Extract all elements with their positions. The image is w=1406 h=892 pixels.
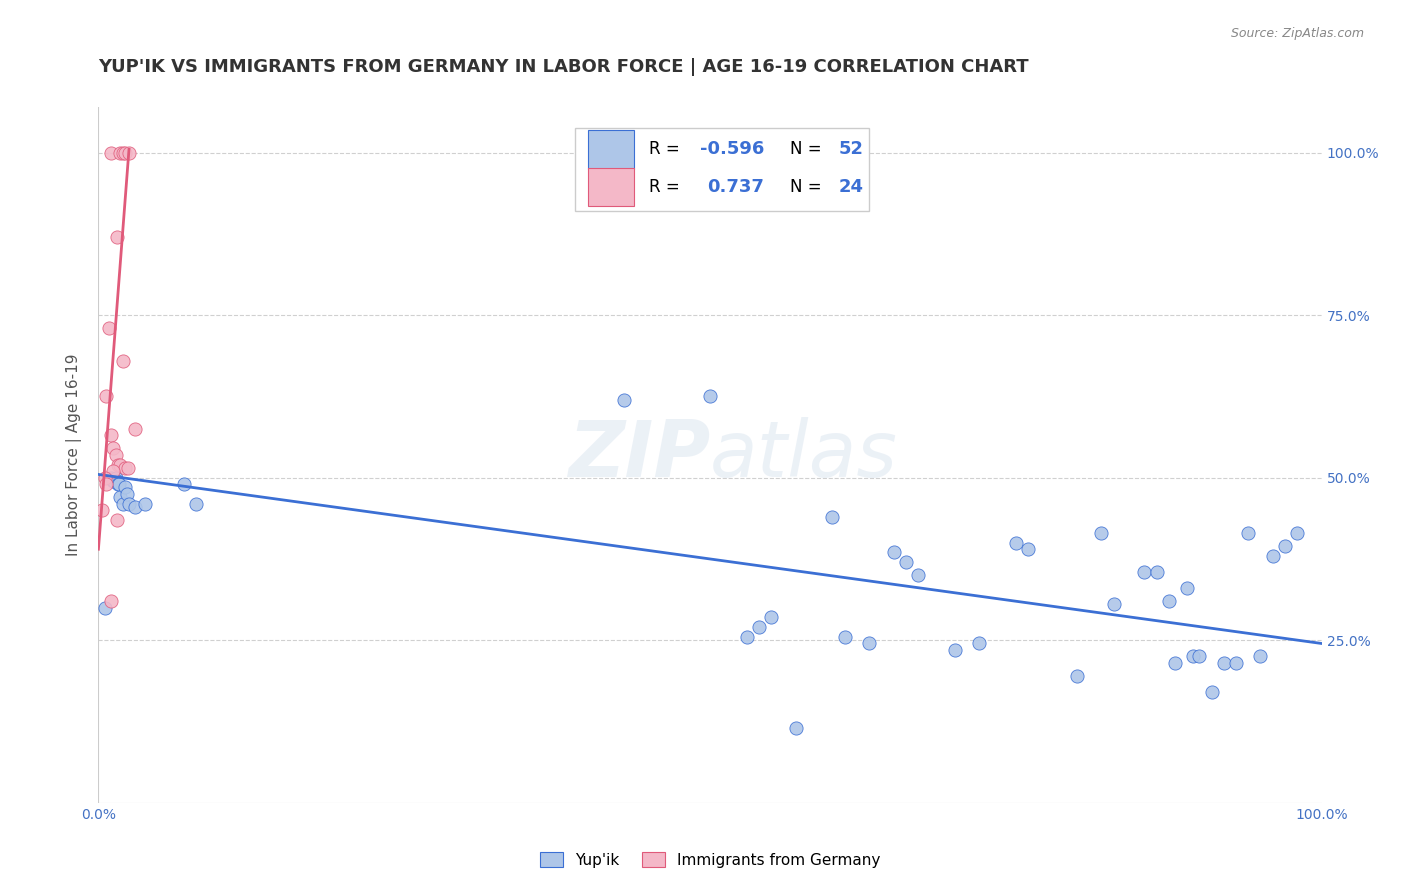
Text: 24: 24	[838, 178, 863, 196]
Text: 52: 52	[838, 140, 863, 159]
Text: N =: N =	[790, 140, 827, 159]
Point	[124, 422, 146, 436]
Point	[1133, 565, 1156, 579]
Point	[894, 555, 917, 569]
Point	[186, 497, 208, 511]
Text: 0.737: 0.737	[707, 178, 765, 196]
Point	[173, 477, 195, 491]
Bar	[588, 168, 634, 206]
Point	[699, 389, 721, 403]
Point	[117, 461, 139, 475]
Point	[1182, 649, 1205, 664]
Point	[118, 497, 141, 511]
Point	[735, 630, 758, 644]
Point	[111, 353, 134, 368]
Point	[907, 568, 929, 582]
Point	[104, 471, 127, 485]
Point	[1102, 598, 1125, 612]
Point	[1261, 549, 1284, 563]
Point	[613, 392, 636, 407]
Point	[101, 442, 124, 456]
Point	[967, 636, 990, 650]
Point	[110, 490, 132, 504]
Point	[761, 610, 783, 624]
Point	[105, 230, 128, 244]
Point	[1286, 525, 1309, 540]
Point	[111, 145, 134, 160]
Point	[110, 458, 132, 472]
Point	[1017, 542, 1039, 557]
Text: ZIP: ZIP	[568, 417, 710, 493]
Point	[943, 643, 966, 657]
Point	[124, 500, 146, 514]
Point	[98, 321, 121, 335]
Text: Source: ZipAtlas.com: Source: ZipAtlas.com	[1230, 27, 1364, 40]
Point	[1225, 656, 1247, 670]
Point	[1237, 525, 1260, 540]
Point	[1090, 525, 1112, 540]
Text: R =: R =	[650, 140, 685, 159]
Point	[108, 477, 131, 491]
Point	[101, 464, 124, 478]
Point	[1274, 539, 1296, 553]
Bar	[588, 130, 634, 169]
Text: YUP'IK VS IMMIGRANTS FROM GERMANY IN LABOR FORCE | AGE 16-19 CORRELATION CHART: YUP'IK VS IMMIGRANTS FROM GERMANY IN LAB…	[98, 58, 1029, 76]
Point	[1004, 535, 1026, 549]
Text: R =: R =	[650, 178, 690, 196]
Point	[1146, 565, 1168, 579]
Point	[785, 721, 807, 735]
Point	[111, 497, 134, 511]
Point	[1201, 685, 1223, 699]
Point	[115, 487, 138, 501]
Point	[100, 428, 122, 442]
Point	[100, 145, 122, 160]
Point	[103, 474, 125, 488]
Text: atlas: atlas	[710, 417, 898, 493]
Point	[834, 630, 856, 644]
Point	[114, 145, 136, 160]
Point	[100, 471, 122, 485]
Point	[114, 461, 136, 475]
Point	[1212, 656, 1234, 670]
Point	[93, 471, 115, 485]
Y-axis label: In Labor Force | Age 16-19: In Labor Force | Age 16-19	[66, 353, 83, 557]
Point	[107, 477, 129, 491]
Point	[883, 545, 905, 559]
Point	[1175, 581, 1198, 595]
Point	[821, 509, 844, 524]
Point	[1188, 649, 1211, 664]
Point	[101, 474, 124, 488]
Point	[1164, 656, 1187, 670]
Point	[118, 145, 141, 160]
Point	[1066, 669, 1088, 683]
FancyBboxPatch shape	[575, 128, 869, 211]
Point	[1157, 594, 1180, 608]
Point	[858, 636, 880, 650]
Text: N =: N =	[790, 178, 827, 196]
Point	[107, 458, 129, 472]
Point	[93, 600, 115, 615]
Point	[94, 389, 117, 403]
Point	[105, 513, 128, 527]
Point	[1249, 649, 1271, 664]
Point	[94, 477, 117, 491]
Point	[748, 620, 770, 634]
Text: -0.596: -0.596	[700, 140, 765, 159]
Point	[114, 480, 136, 494]
Point	[104, 448, 127, 462]
Point	[100, 594, 122, 608]
Point	[91, 503, 114, 517]
Point	[134, 497, 156, 511]
Point	[110, 145, 132, 160]
Point	[105, 474, 128, 488]
Legend: Yup'ik, Immigrants from Germany: Yup'ik, Immigrants from Germany	[531, 844, 889, 875]
